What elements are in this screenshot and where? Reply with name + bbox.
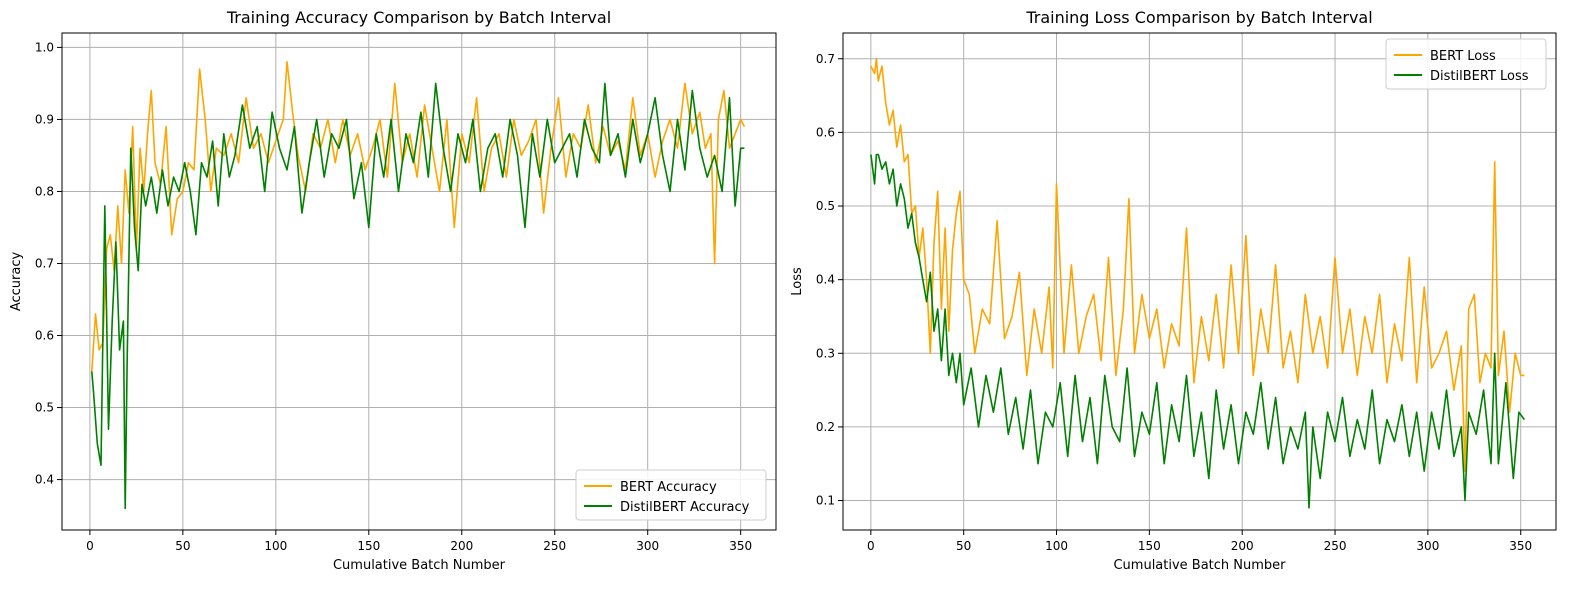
- loss-x-axis-label: Cumulative Batch Number: [1113, 558, 1286, 573]
- loss-y-axis-label: Loss: [790, 267, 805, 296]
- accuracy-legend-box: [575, 469, 767, 521]
- accuracy-x-tick-label: 200: [450, 539, 473, 553]
- accuracy-legend: BERT Accuracy DistilBERT Accuracy: [575, 469, 767, 521]
- loss-x-tick-label: 150: [1138, 539, 1161, 553]
- accuracy-x-tick-label: 0: [86, 539, 94, 553]
- loss-y-tick-label: 0.1: [816, 494, 835, 508]
- accuracy-y-tick-label: 0.5: [35, 401, 54, 415]
- accuracy-x-tick-label: 50: [175, 539, 190, 553]
- legend-label-bert-accuracy: BERT Accuracy: [620, 480, 717, 495]
- series-line-bert-loss: [870, 57, 1525, 472]
- accuracy-x-tick-label: 300: [636, 539, 659, 553]
- loss-y-tick-label: 0.6: [816, 125, 835, 139]
- loss-y-tick-label: 0.3: [816, 346, 835, 360]
- loss-legend-box: [1385, 38, 1547, 90]
- loss-plot-frame: [842, 32, 1557, 531]
- loss-x-tick-label: 250: [1324, 539, 1347, 553]
- loss-x-tick-label: 50: [956, 539, 971, 553]
- accuracy-x-tick-label: 350: [729, 539, 752, 553]
- loss-chart: 0 50 100 150 200 250 300 350 0.1 0.2 0.3 0.4 0.5 0.6 0…: [790, 8, 1557, 573]
- loss-y-tick-label: 0.5: [816, 199, 835, 213]
- loss-y-tick-label: 0.4: [816, 273, 835, 287]
- loss-x-tick-label: 350: [1509, 539, 1532, 553]
- accuracy-y-tick-label: 0.8: [35, 184, 54, 198]
- accuracy-x-tick-label: 250: [543, 539, 566, 553]
- series-line-bert-accuracy: [91, 60, 746, 372]
- accuracy-y-tick-label: 0.7: [35, 256, 54, 270]
- accuracy-y-tick-label: 0.4: [35, 473, 54, 487]
- loss-chart-title: Training Loss Comparison by Batch Interv…: [1025, 8, 1372, 27]
- accuracy-y-axis-label: Accuracy: [9, 252, 24, 312]
- accuracy-y-tick-label: 1.0: [35, 40, 54, 54]
- loss-y-tick-label: 0.2: [816, 420, 835, 434]
- accuracy-x-tick-label: 100: [264, 539, 287, 553]
- series-line-distilbert-loss: [870, 153, 1526, 509]
- accuracy-chart-title: Training Accuracy Comparison by Batch In…: [226, 8, 611, 27]
- loss-legend: BERT Loss DistilBERT Loss: [1385, 38, 1547, 90]
- series-line-distilbert-accuracy: [91, 82, 745, 510]
- loss-y-tick-label: 0.7: [816, 52, 835, 66]
- legend-label-bert-loss: BERT Loss: [1430, 49, 1496, 64]
- accuracy-plot-frame: [61, 32, 777, 531]
- loss-x-tick-label: 0: [867, 539, 875, 553]
- loss-x-tick-label: 100: [1045, 539, 1068, 553]
- accuracy-chart: 0 50 100 150 200 250 300 350 0.4 0.5 0.6 0.7 0.8 0.9 1…: [9, 8, 777, 573]
- legend-label-distilbert-loss: DistilBERT Loss: [1430, 69, 1529, 84]
- accuracy-x-axis-label: Cumulative Batch Number: [333, 558, 506, 573]
- accuracy-x-tick-label: 150: [357, 539, 380, 553]
- loss-x-tick-label: 300: [1416, 539, 1439, 553]
- loss-x-tick-label: 200: [1231, 539, 1254, 553]
- accuracy-y-tick-label: 0.6: [35, 329, 54, 343]
- accuracy-y-tick-label: 0.9: [35, 112, 54, 126]
- legend-label-distilbert-accuracy: DistilBERT Accuracy: [620, 500, 750, 515]
